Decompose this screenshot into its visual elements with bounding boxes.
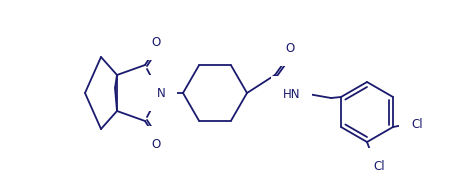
Text: Cl: Cl — [410, 117, 422, 130]
Text: Cl: Cl — [372, 159, 384, 172]
Text: O: O — [151, 36, 160, 48]
Text: N: N — [156, 87, 165, 100]
Text: O: O — [151, 137, 160, 151]
Text: HN: HN — [282, 88, 299, 100]
Text: O: O — [285, 41, 294, 55]
